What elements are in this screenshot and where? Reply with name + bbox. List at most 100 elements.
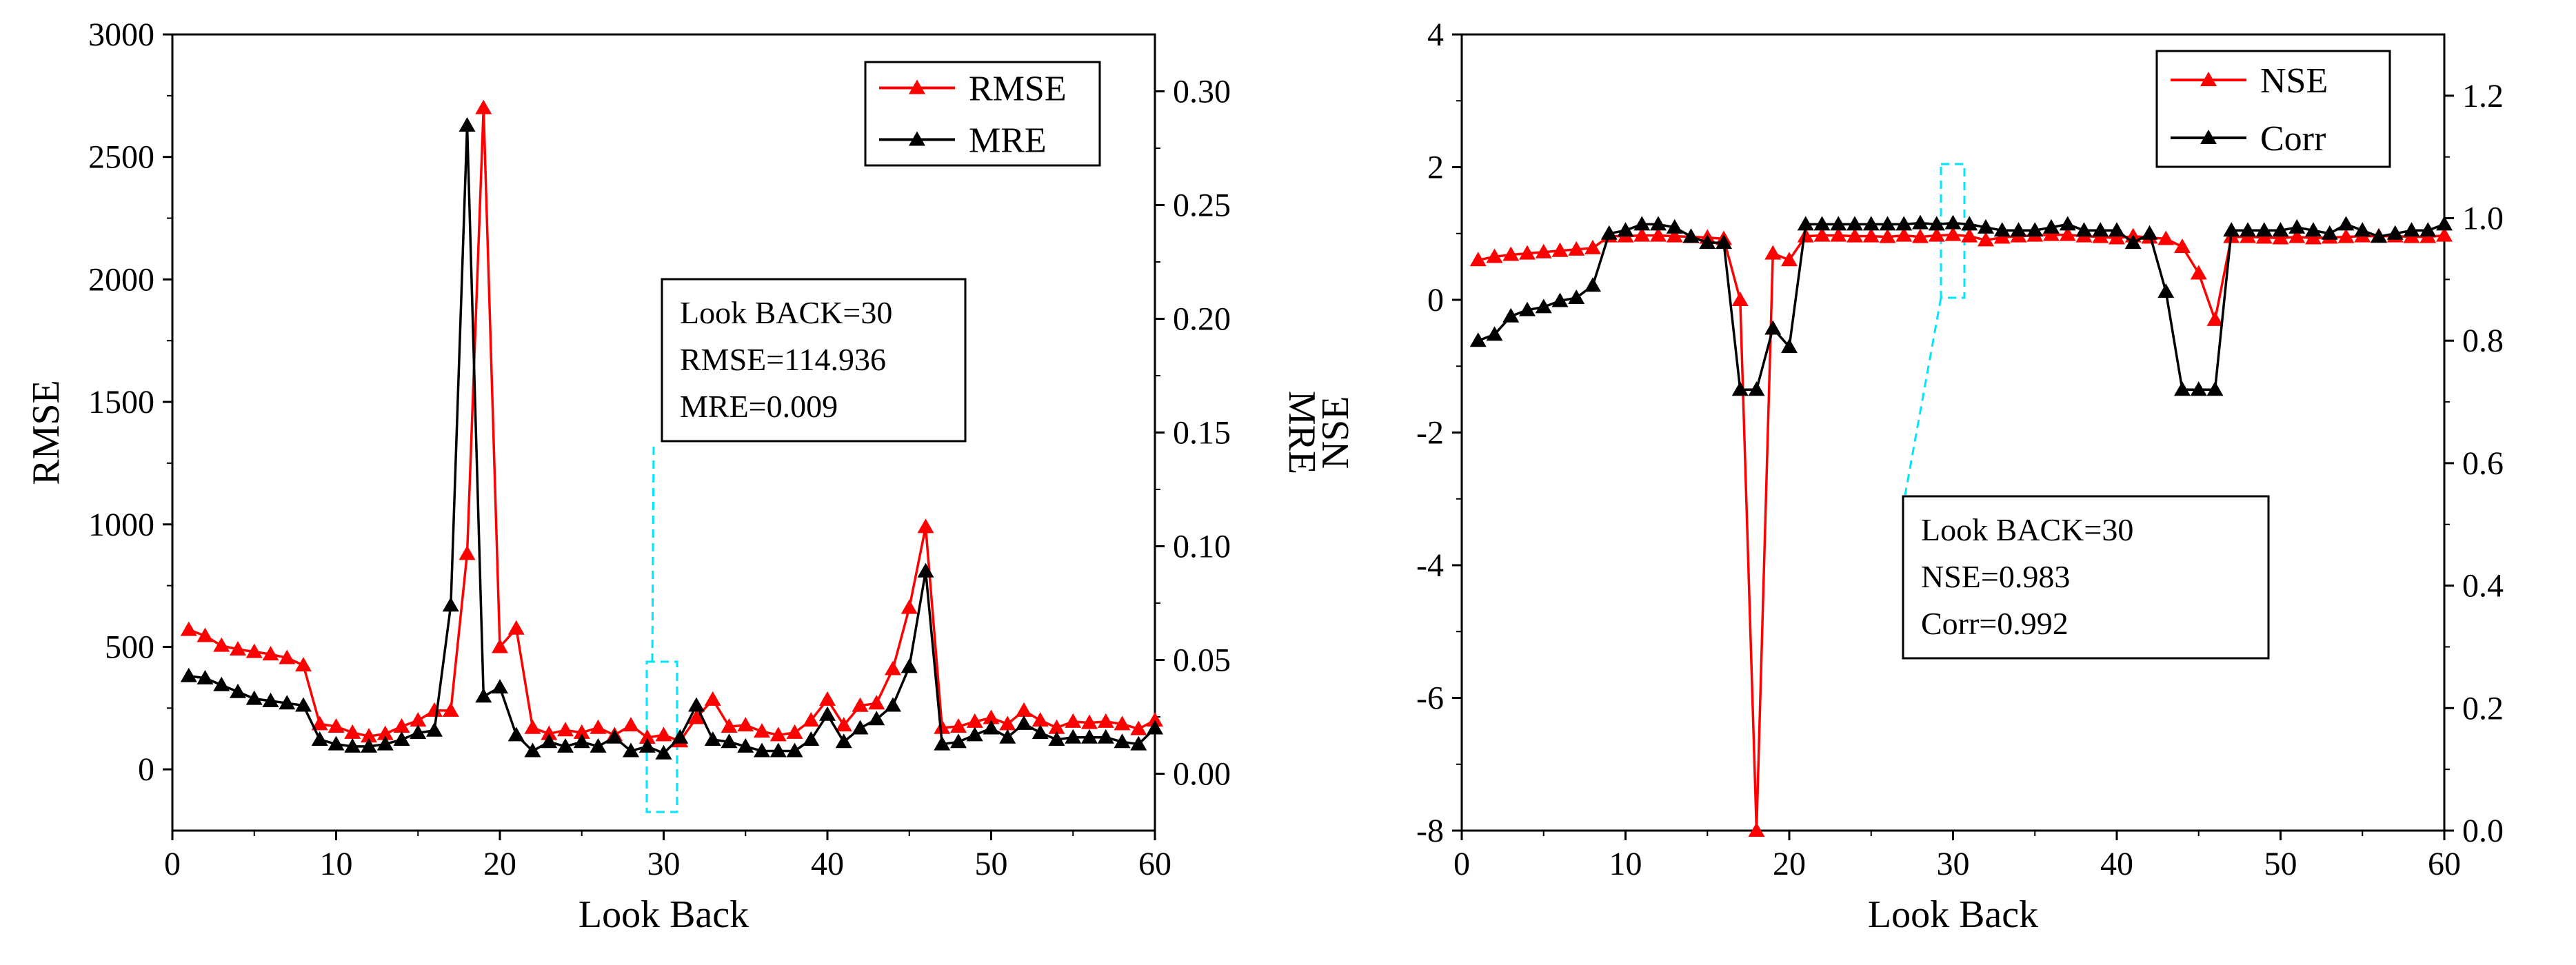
data-point <box>819 691 836 706</box>
data-point <box>459 545 476 560</box>
data-point <box>2043 219 2060 234</box>
data-point <box>573 724 590 739</box>
data-point <box>852 697 869 712</box>
data-point <box>393 718 410 733</box>
data-point <box>754 742 770 758</box>
y2-tick-label: 0.05 <box>1173 642 1231 679</box>
x-tick-label: 0 <box>164 846 181 882</box>
data-point <box>507 620 525 635</box>
data-point <box>1912 228 1929 243</box>
data-point <box>573 733 590 749</box>
series-rmse <box>180 99 1163 748</box>
data-point <box>983 709 1000 724</box>
data-point <box>1065 729 1082 744</box>
data-point <box>1633 227 1651 242</box>
data-point <box>1519 301 1536 316</box>
data-point <box>1032 724 1049 740</box>
data-point <box>590 719 607 734</box>
series-mre <box>180 117 1163 760</box>
data-point <box>1731 381 1749 396</box>
y-tick-label: 4 <box>1427 17 1444 53</box>
data-point <box>1944 226 1962 241</box>
data-point <box>541 725 558 740</box>
data-point <box>295 657 312 672</box>
data-point <box>2321 225 2338 240</box>
data-point <box>2157 283 2175 298</box>
data-point <box>934 719 951 734</box>
data-point <box>606 729 623 744</box>
data-point <box>1961 216 1978 231</box>
data-point <box>1895 227 1913 242</box>
data-point <box>1748 381 1765 396</box>
data-point <box>376 735 394 751</box>
data-point <box>492 679 508 694</box>
data-point <box>2223 222 2240 237</box>
data-point <box>197 669 214 684</box>
data-point <box>999 729 1016 744</box>
data-point <box>197 627 214 642</box>
highlight-box <box>1940 163 1966 299</box>
data-point <box>245 643 263 658</box>
data-point <box>279 695 296 710</box>
x-tick-label: 40 <box>811 846 844 882</box>
y2-tick-label: 0.4 <box>2462 568 2504 605</box>
data-point <box>655 727 672 742</box>
data-point <box>2436 216 2453 231</box>
data-point <box>655 744 672 760</box>
data-point <box>2337 216 2355 231</box>
annotation-line: RMSE=114.936 <box>680 342 886 377</box>
y2-tick-label: 1.0 <box>2462 201 2504 237</box>
x-tick-label: 60 <box>2428 846 2461 882</box>
legend-label: NSE <box>2260 61 2328 101</box>
y2-tick-label: 0.25 <box>1173 187 1231 224</box>
series-corr <box>1469 214 2453 396</box>
data-point <box>213 676 230 691</box>
series-line <box>1478 221 2445 392</box>
data-point <box>1993 222 2011 237</box>
data-point <box>1048 731 1065 746</box>
data-point <box>1650 216 1667 231</box>
legend-marker <box>909 79 925 94</box>
data-point <box>1764 320 1782 335</box>
data-point <box>2288 228 2306 243</box>
annotation-line: Look BACK=30 <box>680 295 892 330</box>
annotation-frame <box>1902 495 2270 660</box>
data-point <box>1781 252 1798 267</box>
data-point <box>311 731 328 746</box>
data-point <box>2240 222 2256 237</box>
y2-tick-label: 0.0 <box>2462 813 2504 849</box>
data-point <box>426 702 443 717</box>
data-point <box>1666 219 1683 234</box>
data-point <box>721 733 738 749</box>
data-point <box>835 733 852 749</box>
data-point <box>1666 227 1683 243</box>
data-point <box>1797 227 1814 243</box>
annotation-line: Corr=0.992 <box>1921 606 2069 641</box>
legend: RMSE MRE <box>864 61 1101 167</box>
data-point <box>1130 720 1147 735</box>
data-point <box>557 722 574 737</box>
data-point <box>2403 222 2420 237</box>
data-point <box>1879 216 1896 231</box>
data-point <box>1879 228 1896 243</box>
data-point <box>1584 239 1601 254</box>
data-point <box>1486 248 1503 263</box>
y2-tick-label: 0.8 <box>2462 323 2504 359</box>
y-tick-label: -8 <box>1416 813 1444 849</box>
data-point <box>2059 216 2076 231</box>
data-point <box>230 683 246 698</box>
data-point <box>1944 214 1962 230</box>
data-point <box>1978 232 1994 247</box>
data-point <box>1650 227 1667 242</box>
data-point <box>868 711 885 726</box>
data-point <box>1502 246 1520 261</box>
annotation-line: NSE=0.983 <box>1921 559 2070 594</box>
data-point <box>754 723 770 738</box>
legend-marker <box>2200 130 2217 144</box>
data-point <box>2354 222 2371 237</box>
data-point <box>524 742 541 758</box>
data-point <box>769 742 787 758</box>
data-point <box>262 646 279 661</box>
legend-marker <box>2200 72 2217 86</box>
